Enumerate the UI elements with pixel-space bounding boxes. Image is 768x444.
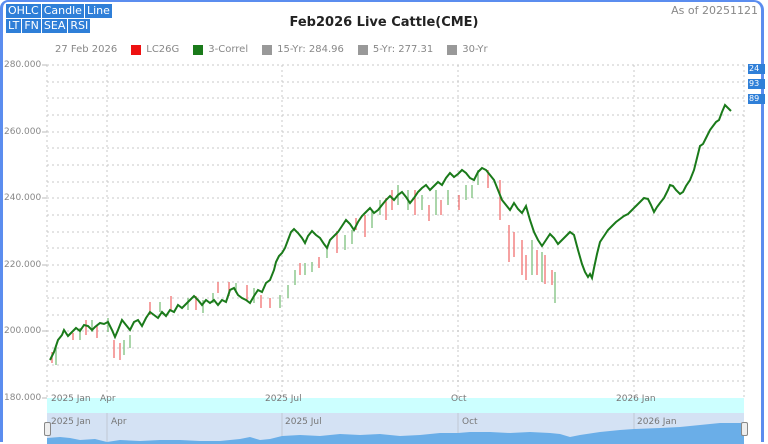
x-label: 2026 Jan	[616, 394, 656, 404]
rsi-button[interactable]: RSI	[68, 19, 91, 33]
grid-lines	[46, 64, 745, 398]
legend-item-3-correl[interactable]: 3-Correl	[193, 44, 248, 55]
gray-swatch-icon	[447, 44, 458, 55]
navigator-label: 2025 Jul	[285, 417, 322, 427]
navigator-area	[47, 423, 744, 444]
as-of-date: As of 20251121	[671, 4, 758, 17]
x-axis-band	[47, 398, 744, 413]
y-label: 240.000	[4, 193, 42, 203]
legend-item-5-yr[interactable]: 5-Yr: 277.31	[357, 44, 433, 55]
x-label: Oct	[451, 394, 467, 404]
legend-item-15-yr[interactable]: 15-Yr: 284.96	[262, 44, 344, 55]
lt-button[interactable]: LT	[6, 19, 22, 33]
gray-swatch-icon	[262, 44, 273, 55]
x-label: 2025 Jul	[265, 394, 302, 404]
value-flag: 93	[748, 79, 765, 89]
sea-button[interactable]: SEA	[41, 19, 68, 33]
y-label: 260.000	[4, 127, 42, 137]
correl-line	[49, 103, 732, 361]
chart-type-toolbar: OHLC Candle Line	[6, 4, 112, 18]
indicator-toolbar: LT FN SEA RSI	[6, 19, 91, 33]
y-label: 200.000	[4, 326, 42, 336]
x-label: Apr	[100, 394, 116, 404]
y-label: 220.000	[4, 260, 42, 270]
candle-button[interactable]: Candle	[41, 4, 84, 18]
red-swatch-icon	[131, 44, 142, 55]
y-label: 280.000	[4, 60, 42, 70]
navigator-label: 2025 Jan	[51, 417, 91, 427]
x-label: 2025 Jan	[51, 394, 91, 404]
chart-legend: 27 Feb 2026 LC26G 3-Correl 15-Yr: 284.96…	[55, 44, 502, 55]
green-swatch-icon	[193, 44, 204, 55]
ohlc-button[interactable]: OHLC	[6, 4, 41, 18]
legend-item-lc26g[interactable]: LC26G	[131, 44, 179, 55]
navigator-label: Oct	[462, 417, 478, 427]
value-flag: 24	[748, 64, 765, 74]
y-label: 180.000	[4, 393, 42, 403]
navigator-left-handle[interactable]	[44, 422, 51, 436]
navigator-label: Apr	[111, 417, 127, 427]
chart-title: Feb2026 Live Cattle(CME)	[289, 15, 479, 30]
line-button[interactable]: Line	[84, 4, 112, 18]
legend-item-30-yr[interactable]: 30-Yr	[447, 44, 488, 55]
navigator-label: 2026 Jan	[637, 417, 677, 427]
value-flag: 89	[748, 94, 765, 104]
navigator-right-handle[interactable]	[741, 422, 748, 436]
legend-date: 27 Feb 2026	[55, 44, 118, 55]
gray-swatch-icon	[357, 44, 368, 55]
fn-button[interactable]: FN	[22, 19, 41, 33]
